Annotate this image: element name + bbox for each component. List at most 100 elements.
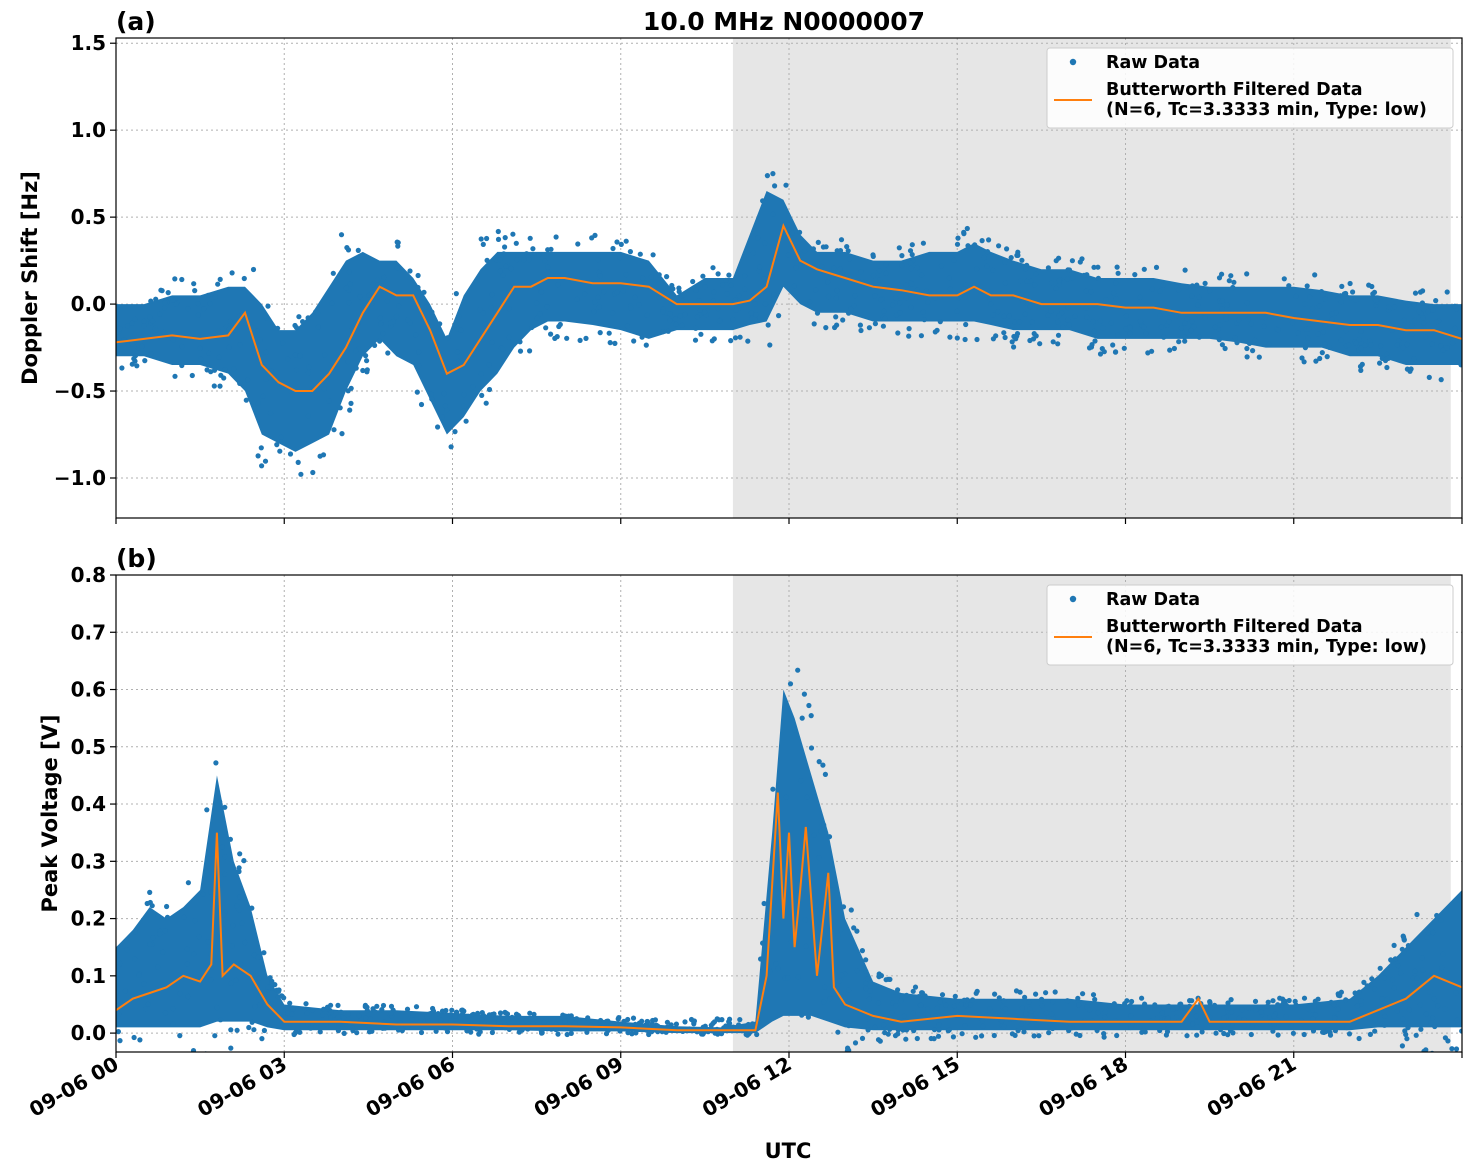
raw-data-point bbox=[1290, 1030, 1296, 1036]
raw-data-point bbox=[1056, 255, 1062, 261]
raw-data-point bbox=[1219, 306, 1225, 312]
raw-data-point bbox=[1389, 327, 1395, 333]
raw-data-point bbox=[900, 1027, 906, 1033]
raw-data-point bbox=[776, 313, 782, 319]
raw-data-point bbox=[395, 243, 401, 249]
raw-data-point bbox=[693, 287, 699, 293]
raw-data-point bbox=[629, 1031, 635, 1037]
raw-data-point bbox=[906, 333, 912, 339]
raw-data-points bbox=[116, 667, 1462, 1052]
raw-data-point bbox=[1320, 1029, 1326, 1035]
raw-data-point bbox=[1090, 318, 1096, 325]
raw-data-point bbox=[1189, 293, 1195, 299]
raw-data-point bbox=[723, 1023, 729, 1029]
raw-data-point bbox=[1252, 337, 1258, 343]
raw-data-point bbox=[1293, 293, 1299, 299]
raw-data-point bbox=[1244, 300, 1250, 306]
raw-data-point bbox=[1001, 330, 1007, 336]
raw-data-point bbox=[644, 312, 650, 318]
raw-data-point bbox=[643, 342, 649, 348]
raw-data-point bbox=[1094, 1027, 1100, 1034]
raw-data-point bbox=[1173, 1014, 1180, 1020]
raw-data-point bbox=[1304, 283, 1310, 289]
raw-data-point bbox=[1312, 272, 1318, 278]
raw-data-point bbox=[204, 807, 210, 813]
raw-data-point bbox=[321, 386, 327, 392]
raw-data-point bbox=[898, 997, 904, 1004]
raw-data-point bbox=[617, 254, 623, 261]
raw-data-point bbox=[267, 410, 274, 416]
raw-data-point bbox=[544, 304, 550, 310]
y-tick-label: 1.0 bbox=[71, 118, 106, 142]
raw-data-point bbox=[448, 444, 454, 450]
raw-data-point bbox=[222, 871, 228, 877]
raw-data-point bbox=[958, 1001, 964, 1007]
raw-data-point bbox=[315, 324, 321, 330]
raw-data-point bbox=[479, 1010, 485, 1016]
raw-data-point bbox=[439, 414, 445, 420]
y-tick-label: −1.0 bbox=[54, 466, 106, 490]
raw-data-point bbox=[632, 294, 638, 300]
raw-data-point bbox=[360, 367, 366, 374]
raw-data-point bbox=[329, 359, 336, 365]
raw-data-point bbox=[1102, 1014, 1108, 1020]
raw-data-point bbox=[1322, 341, 1328, 347]
raw-data-point bbox=[486, 1012, 492, 1018]
raw-data-point bbox=[377, 315, 383, 321]
raw-data-point bbox=[255, 453, 261, 459]
raw-data-point bbox=[295, 459, 301, 465]
raw-data-point bbox=[1084, 314, 1090, 320]
raw-data-point bbox=[298, 471, 304, 477]
raw-data-point bbox=[607, 340, 613, 346]
raw-data-point bbox=[851, 303, 857, 309]
raw-data-point bbox=[640, 275, 646, 281]
raw-data-point bbox=[813, 903, 820, 909]
raw-data-point bbox=[1231, 279, 1237, 285]
raw-data-point bbox=[914, 1035, 920, 1042]
raw-data-point bbox=[1418, 1026, 1424, 1032]
raw-data-point bbox=[508, 265, 514, 272]
raw-data-point bbox=[1366, 282, 1372, 288]
raw-data-point bbox=[1217, 322, 1223, 328]
raw-data-point bbox=[358, 1017, 364, 1023]
raw-data-point bbox=[1249, 1024, 1255, 1030]
filtered-data-line bbox=[116, 792, 1462, 1032]
raw-data-point bbox=[304, 1010, 310, 1016]
raw-data-point bbox=[328, 1002, 334, 1008]
raw-data-point bbox=[260, 393, 266, 399]
raw-data-point bbox=[1046, 1030, 1052, 1036]
raw-data-point bbox=[803, 943, 809, 950]
raw-data-point bbox=[1346, 1031, 1353, 1037]
raw-data-point bbox=[808, 713, 814, 719]
raw-data-point bbox=[221, 375, 227, 381]
raw-data-point bbox=[1265, 999, 1271, 1005]
raw-data-point bbox=[497, 268, 503, 274]
raw-data-point bbox=[139, 343, 145, 349]
raw-data-point bbox=[1027, 303, 1033, 310]
raw-data-point bbox=[1239, 1007, 1245, 1013]
raw-data-point bbox=[1424, 934, 1430, 941]
raw-data-point bbox=[681, 292, 687, 298]
raw-data-point bbox=[1412, 290, 1419, 296]
raw-data-point bbox=[1319, 350, 1325, 356]
raw-data-point bbox=[555, 1031, 561, 1037]
raw-data-point bbox=[504, 1011, 511, 1017]
raw-data-point bbox=[572, 1020, 578, 1026]
raw-data-point bbox=[815, 239, 821, 245]
raw-data-point bbox=[1045, 312, 1051, 318]
raw-data-point bbox=[673, 1021, 680, 1027]
raw-data-point bbox=[1406, 1007, 1412, 1013]
raw-data-point bbox=[1224, 302, 1230, 308]
raw-data-point bbox=[1194, 1019, 1200, 1025]
raw-data-point bbox=[483, 400, 489, 406]
raw-data-point bbox=[899, 262, 905, 269]
raw-data-point bbox=[381, 274, 387, 281]
raw-data-point bbox=[388, 1010, 394, 1016]
raw-data-point bbox=[964, 225, 970, 232]
raw-data-point bbox=[1002, 259, 1008, 265]
raw-data-point bbox=[338, 232, 345, 238]
raw-data-point bbox=[263, 376, 269, 382]
raw-data-point bbox=[287, 451, 294, 457]
raw-data-point bbox=[1075, 995, 1081, 1001]
raw-data-point bbox=[568, 1030, 574, 1036]
